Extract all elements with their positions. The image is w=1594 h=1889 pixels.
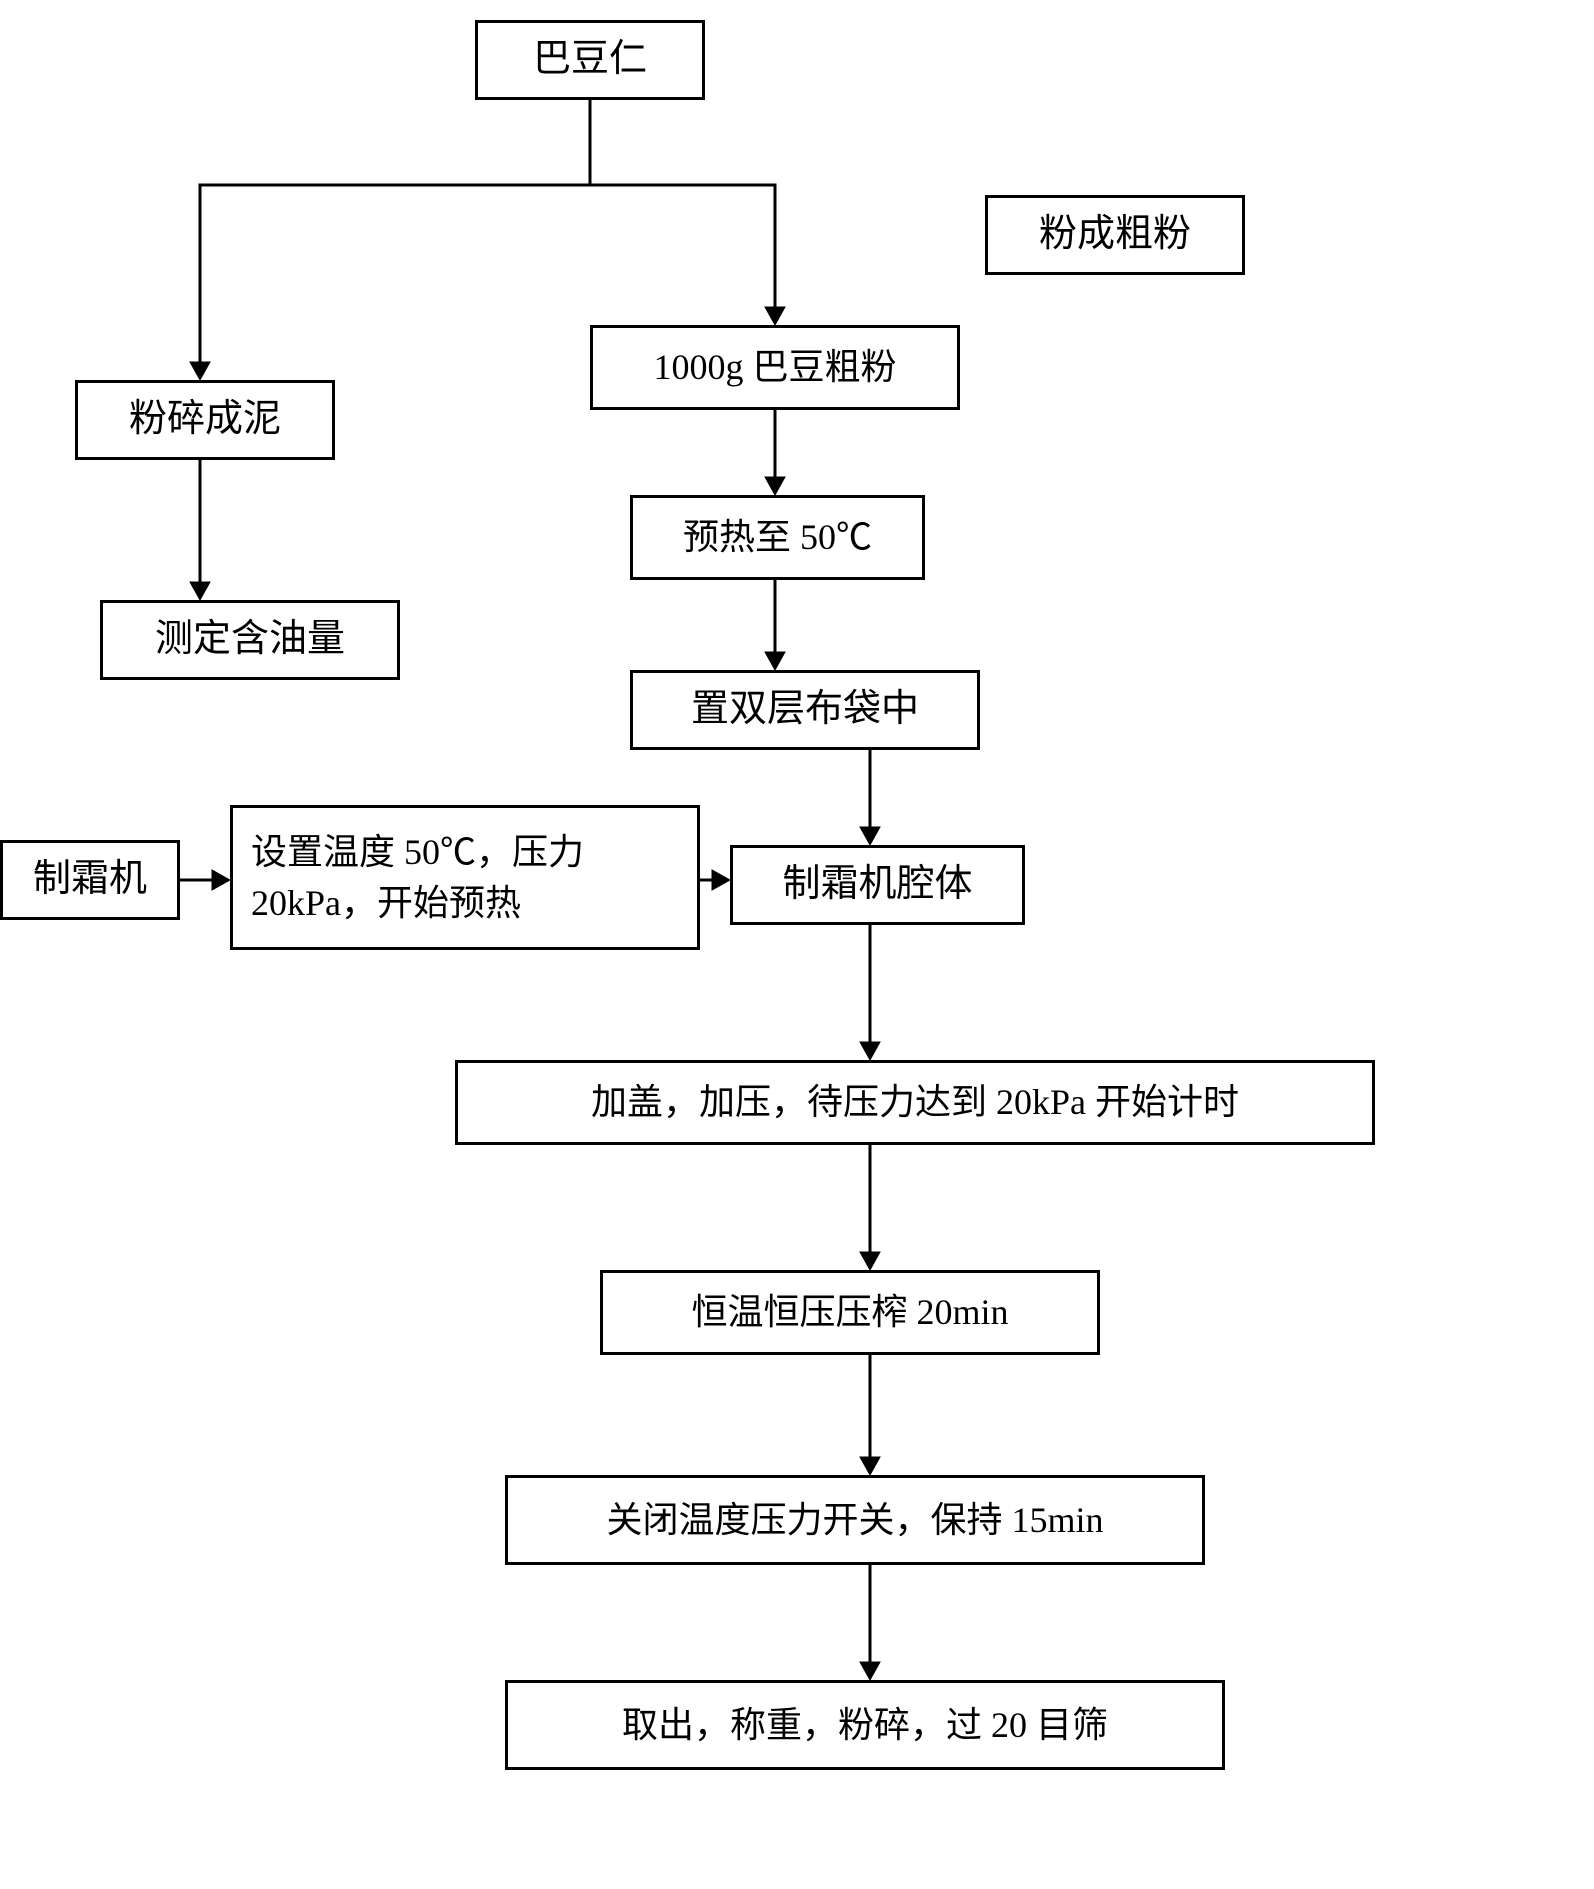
node-machine-chamber: 制霜机腔体 xyxy=(730,845,1025,925)
node-coarse-powder: 粉成粗粉 xyxy=(985,195,1245,275)
node-bag: 置双层布袋中 xyxy=(630,670,980,750)
node-crush-paste: 粉碎成泥 xyxy=(75,380,335,460)
node-machine-settings-line1: 设置温度 50℃，压力 xyxy=(251,827,584,877)
node-takeout-weigh: 取出，称重，粉碎，过 20 目筛 xyxy=(505,1680,1225,1770)
node-start: 巴豆仁 xyxy=(475,20,705,100)
node-constant-press: 恒温恒压压榨 20min xyxy=(600,1270,1100,1355)
node-measure-oil: 测定含油量 xyxy=(100,600,400,680)
node-preheat: 预热至 50℃ xyxy=(630,495,925,580)
node-1000g: 1000g 巴豆粗粉 xyxy=(590,325,960,410)
node-cover-pressurize: 加盖，加压，待压力达到 20kPa 开始计时 xyxy=(455,1060,1375,1145)
node-close-switch: 关闭温度压力开关，保持 15min xyxy=(505,1475,1205,1565)
node-machine: 制霜机 xyxy=(0,840,180,920)
node-machine-settings: 设置温度 50℃，压力 20kPa，开始预热 xyxy=(230,805,700,950)
node-machine-settings-line2: 20kPa，开始预热 xyxy=(251,878,521,928)
